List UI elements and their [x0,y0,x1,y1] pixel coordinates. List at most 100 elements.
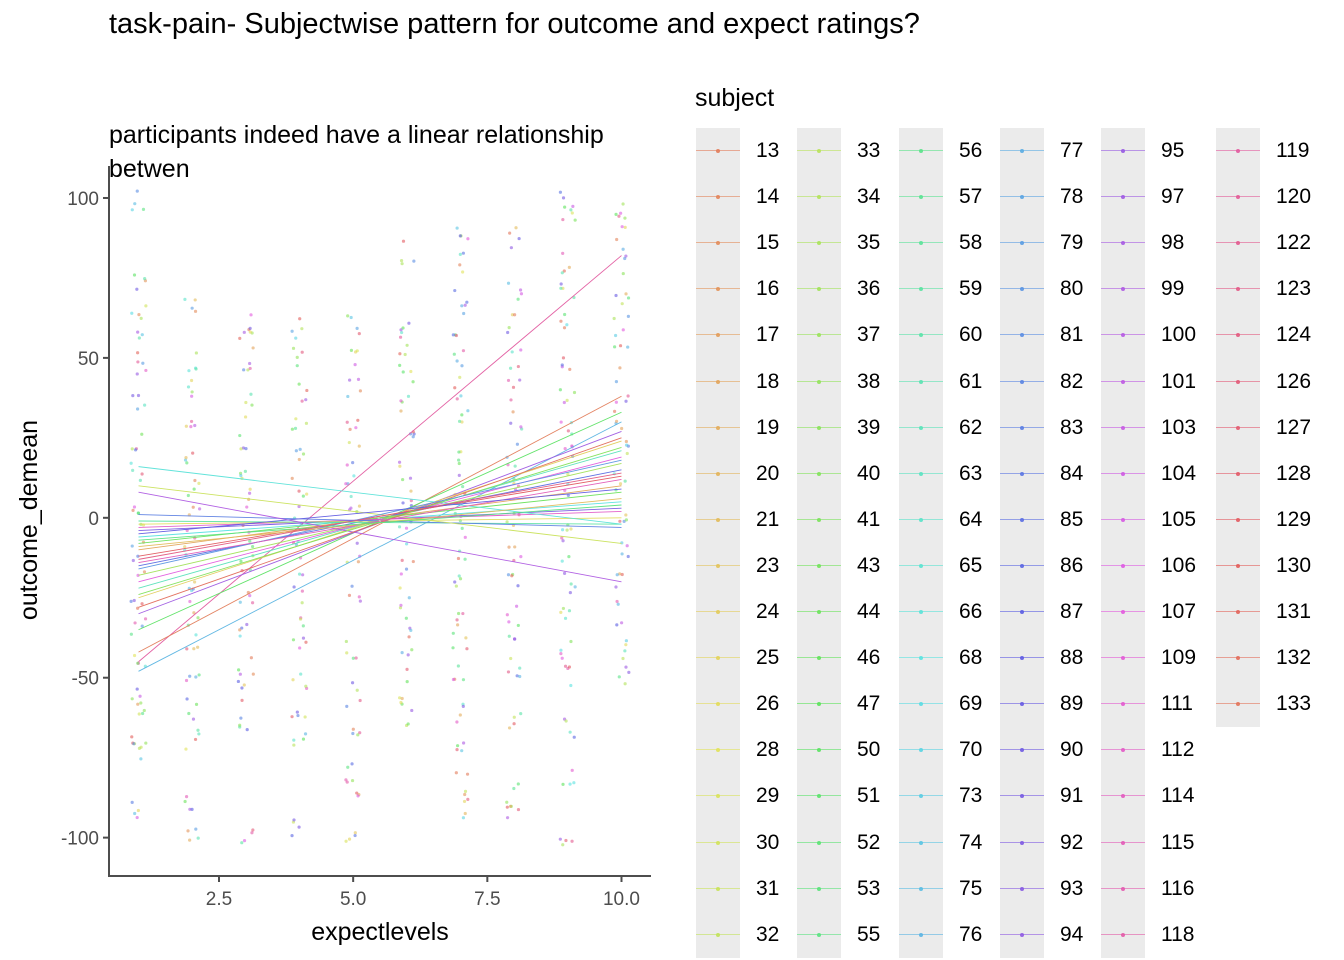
data-point [515,674,519,678]
data-point [401,501,405,505]
data-point [621,271,625,276]
legend-label: 70 [959,738,983,762]
data-point [618,344,623,348]
legend-key-dot [1020,287,1024,292]
data-point [350,762,354,766]
data-point [458,375,462,379]
data-point [465,772,470,776]
data-point [141,207,146,212]
data-point [559,282,563,286]
legend-label: 85 [1060,507,1084,531]
data-point [572,781,576,785]
data-point [351,656,355,660]
data-point [560,656,564,660]
data-point [196,616,200,620]
legend-label: 103 [1161,415,1197,439]
data-point [190,807,194,811]
data-point [188,674,192,678]
data-point [301,737,306,741]
data-point [615,623,619,627]
data-point [566,493,570,498]
data-point [296,713,300,718]
data-point [567,665,572,669]
data-point [620,621,624,625]
data-point [567,554,571,559]
legend-key-dot [716,333,720,338]
legend-key-dot [1020,794,1024,799]
data-point [512,637,517,641]
legend-label: 124 [1276,323,1312,347]
legend-key-dot [1121,610,1125,615]
legend-key-dot [817,333,821,338]
data-point [568,730,572,734]
legend-key-dot [817,287,821,292]
data-point [301,636,306,640]
legend-label: 115 [1161,830,1195,854]
data-point [457,473,461,478]
legend-label: 111 [1161,692,1193,716]
data-point [519,425,523,429]
legend-key-dot [1121,333,1125,338]
data-point [516,297,520,301]
data-point [136,573,140,577]
data-point [185,697,189,701]
data-point [354,656,358,660]
data-point [623,225,627,229]
data-point [412,259,416,263]
legend-key-dot [716,886,720,891]
legend-key-dot [1236,333,1240,338]
data-point [190,306,194,310]
data-point [621,202,625,206]
data-point [510,350,514,354]
legend-label: 55 [857,922,881,946]
data-point [130,735,134,739]
chart-subtitle: participants indeed have a linear relati… [109,121,604,183]
data-point [356,733,360,737]
data-point [461,484,465,489]
legend-label: 59 [959,277,983,301]
data-point [135,189,139,193]
data-point [249,313,253,317]
data-point [406,394,411,398]
data-point [245,622,249,627]
data-point [519,348,523,352]
data-point [132,653,137,658]
data-point [456,556,461,561]
data-point [559,420,563,424]
data-point [505,800,509,804]
data-point [398,696,402,700]
data-point [623,682,627,686]
legend-key-dot [919,932,923,937]
data-point [509,398,513,402]
data-point [506,378,511,383]
legend-label: 79 [1060,231,1084,255]
data-point [516,623,520,628]
data-point [558,190,563,194]
data-point [140,432,144,436]
data-point [624,665,628,669]
data-point [565,398,569,402]
data-point [291,346,296,350]
data-point [511,410,515,414]
data-point [616,602,620,606]
data-point [137,336,141,340]
data-point [144,368,148,373]
legend-label: 14 [756,185,780,209]
legend-key-dot [919,702,923,707]
data-point [304,398,308,402]
data-point [248,491,252,495]
data-point [240,686,244,690]
data-point [614,380,619,384]
data-point [248,330,252,334]
data-point [451,646,455,650]
data-point [451,333,455,337]
data-point [351,461,355,465]
data-point [304,684,308,688]
data-point [403,352,407,357]
data-point [352,474,356,478]
fit-line [138,488,622,535]
legend-label: 114 [1161,784,1195,808]
legend-label: 132 [1276,646,1312,670]
legend-label: 20 [756,461,780,485]
data-point [398,335,403,339]
